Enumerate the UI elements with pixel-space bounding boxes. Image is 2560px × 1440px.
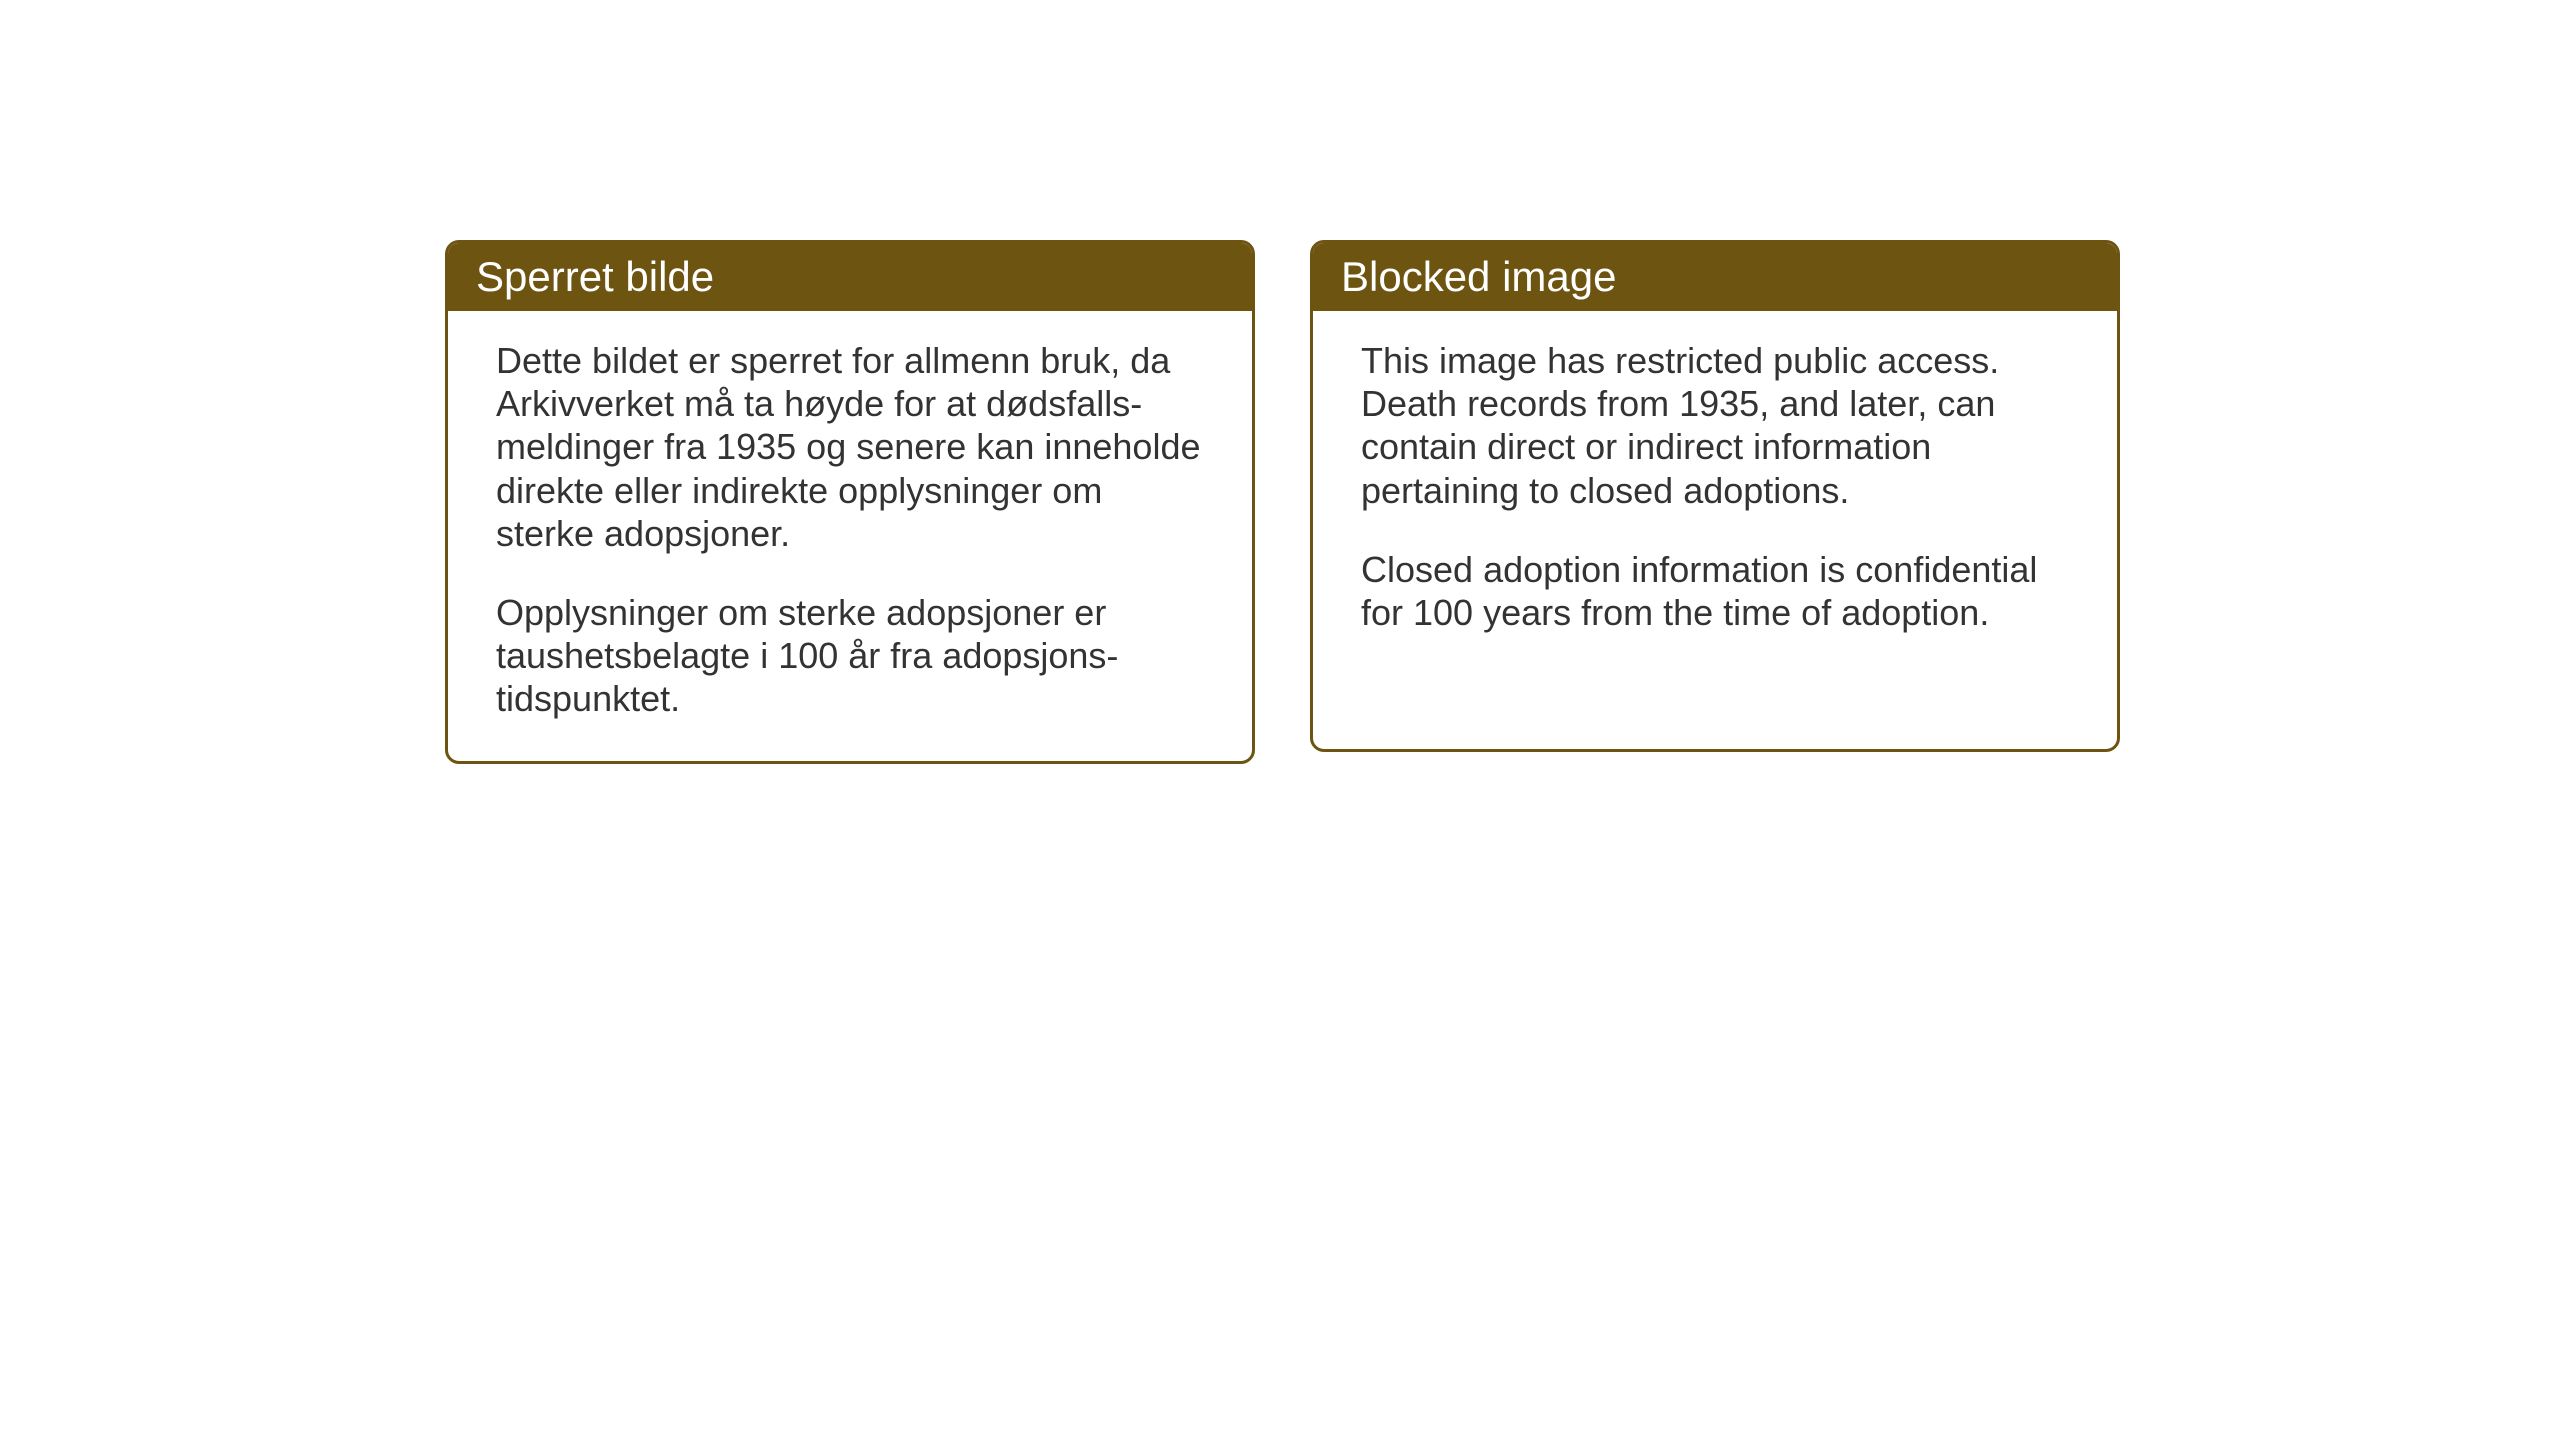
- card-header-norwegian: Sperret bilde: [448, 243, 1252, 311]
- card-header-english: Blocked image: [1313, 243, 2117, 311]
- paragraph-text: Closed adoption information is confident…: [1361, 548, 2069, 634]
- paragraph-text: Dette bildet er sperret for allmenn bruk…: [496, 339, 1204, 555]
- card-title: Sperret bilde: [476, 253, 714, 300]
- card-body-english: This image has restricted public access.…: [1313, 311, 2117, 674]
- card-body-norwegian: Dette bildet er sperret for allmenn bruk…: [448, 311, 1252, 761]
- paragraph-text: Opplysninger om sterke adopsjoner er tau…: [496, 591, 1204, 721]
- notice-card-norwegian: Sperret bilde Dette bildet er sperret fo…: [445, 240, 1255, 764]
- cards-container: Sperret bilde Dette bildet er sperret fo…: [445, 240, 2120, 764]
- paragraph-text: This image has restricted public access.…: [1361, 339, 2069, 512]
- notice-card-english: Blocked image This image has restricted …: [1310, 240, 2120, 752]
- card-title: Blocked image: [1341, 253, 1616, 300]
